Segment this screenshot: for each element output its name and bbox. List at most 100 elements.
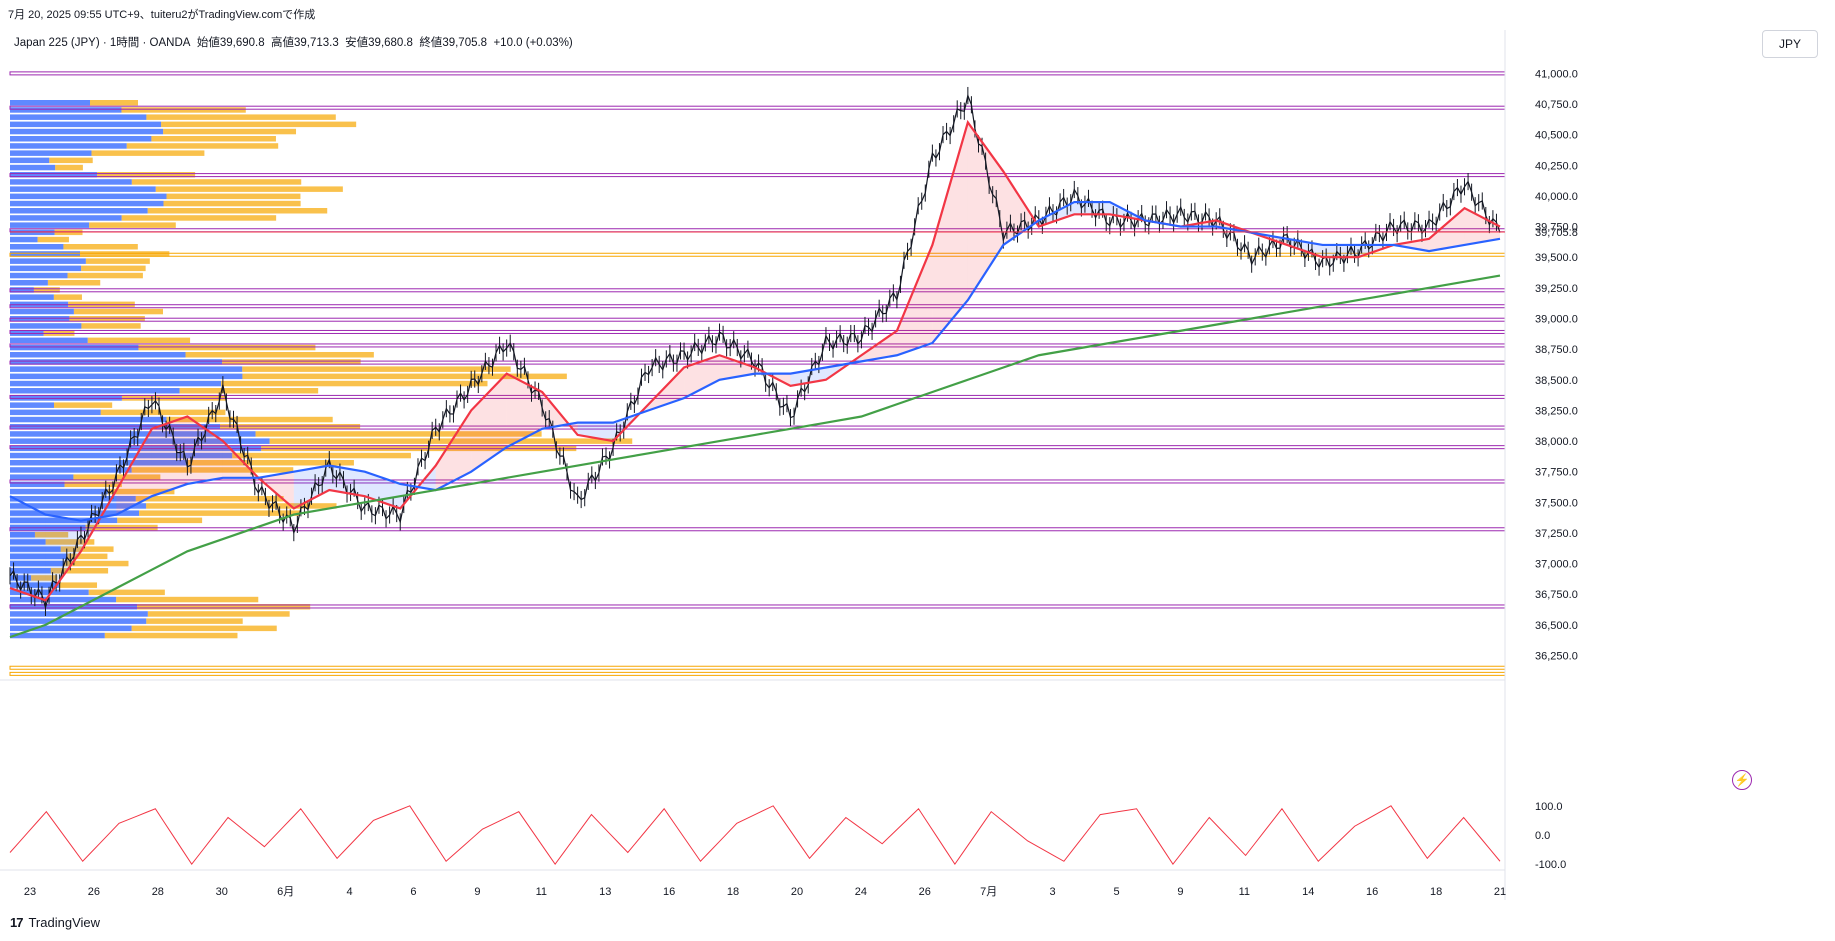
tradingview-logo[interactable]: 17 TradingView [10,915,100,930]
profile-bar-down [10,143,127,149]
sr-line [9,71,1506,76]
profile-bar-up [67,272,143,279]
close-label: 終値 [419,37,443,49]
profile-bar-down [10,330,44,336]
profile-bar-down [10,611,148,617]
symbol-legend: Japan 225 (JPY) · 1時間 · OANDA 始値39,690.8… [14,37,573,49]
x-tick-label: 4 [347,886,353,898]
ma-fill [861,330,897,362]
profile-bar-up [221,380,488,387]
ma-fill [471,373,507,472]
x-tick-label: 20 [791,886,803,898]
ma-fill [613,404,649,442]
profile-bar-up [121,215,277,221]
profile-bar-up [117,517,203,524]
profile-bar-down [10,359,223,365]
profile-bar-down [10,316,70,322]
ma-fill [364,471,401,509]
profile-bar-down [10,532,35,538]
close-value: 39,705.8 [442,37,488,49]
y-tick-label: 37,000.0 [1535,559,1578,571]
x-tick-label: 11 [536,886,547,898]
profile-bar-down [10,604,138,610]
ma-fill [1251,232,1288,245]
ma-fill [1074,202,1110,215]
profile-bar-down [10,568,51,574]
profile-bar-up [64,481,122,488]
profile-bar-up [269,438,633,444]
ma-fill [1429,208,1465,252]
profile-bar-up [88,589,165,596]
profile-bar-down [10,517,118,524]
x-tick-label: 11 [1239,886,1250,898]
profile-bar-down [10,510,140,516]
profile-bar-up [166,193,301,200]
ma-fill [932,122,968,343]
ma-fill [293,465,330,509]
osc-y-tick-label: -100.0 [1535,859,1566,871]
x-tick-label: 24 [855,886,867,898]
sr-line [9,304,1506,309]
ma-fill [967,122,1004,301]
ma-fill [1322,244,1359,258]
profile-bar-up [54,229,83,236]
profile-bar-up [242,373,567,380]
profile-bar-up [43,330,75,336]
profile-bar-down [10,172,98,178]
profile-bar-up [126,143,279,149]
profile-bar-up [68,301,135,308]
profile-bar-down [10,618,147,624]
profile-bar-up [185,352,374,358]
profile-bar-up [222,359,361,365]
profile-bar-up [58,582,98,588]
profile-bar-up [121,395,227,401]
x-tick-label: 14 [1302,886,1314,898]
profile-bar-up [80,251,170,257]
ma-fill [1180,220,1217,227]
profile-bar-down [10,251,81,257]
profile-bar-down [10,431,256,437]
profile-bar-down [10,164,56,171]
profile-bar-up [255,431,542,437]
profile-bar-down [10,208,148,214]
profile-bar-down [10,337,88,344]
ma-fills [10,122,1500,601]
sr-line [9,445,1506,450]
profile-bar-down [10,546,61,552]
profile-bar-down [10,596,117,603]
profile-bar-down [10,186,156,192]
profile-bar-up [91,150,205,156]
profile-bar-down [10,582,59,588]
profile-bar-down [10,539,46,545]
profile-bar-down [10,308,74,315]
profile-bar-down [10,632,105,639]
ma-fill [825,355,862,380]
ma-fill [1038,202,1075,227]
sr-line [9,288,1506,293]
sr-line [9,527,1506,532]
interval-label[interactable]: 1時間 [109,37,140,49]
ma-fill [400,465,436,509]
x-tick-label: 9 [474,886,480,898]
ma-fill [1358,244,1394,258]
profile-bar-down [10,589,89,596]
price-series [9,86,1501,616]
y-tick-label: 40,500.0 [1535,130,1578,142]
profile-bar-down [10,222,90,228]
x-tick-label: 3 [1050,886,1056,898]
profile-bar-up [220,424,361,430]
profile-bar-up [131,467,294,473]
profile-bar-up [116,596,259,603]
profile-bar-down [10,402,55,408]
ma-fill [1109,202,1146,221]
alert-icon[interactable]: ⚡ [1732,770,1752,790]
profile-bar-down [10,100,90,106]
symbol-name[interactable]: Japan 225 (JPY) [14,37,100,49]
profile-bar-down [10,258,86,264]
x-tick-label: 26 [88,886,100,898]
currency-button[interactable]: JPY [1762,30,1818,58]
x-tick-label: 5 [1113,886,1119,898]
profile-bar-down [10,244,64,250]
profile-bar-up [131,625,277,632]
